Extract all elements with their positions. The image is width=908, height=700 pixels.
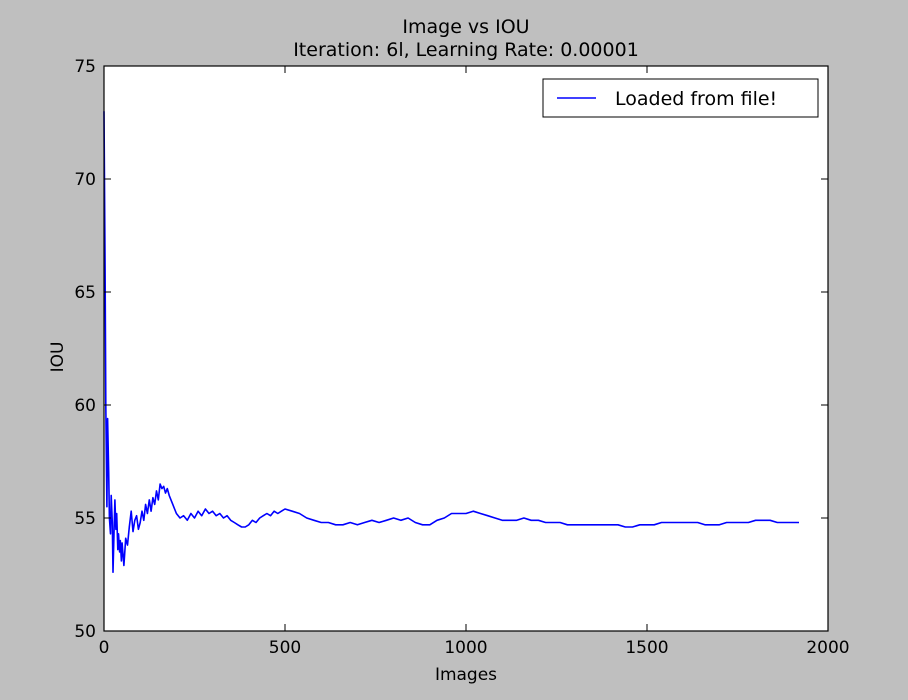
y-axis-label: IOU [48, 342, 68, 373]
x-tick-label: 1000 [444, 638, 487, 658]
y-tick-label: 55 [74, 509, 96, 529]
y-tick-label: 75 [74, 57, 96, 77]
chart-title: Image vs IOU [402, 16, 529, 38]
y-tick-label: 65 [74, 283, 96, 303]
y-tick-label: 60 [74, 396, 96, 416]
plot-area [104, 66, 828, 631]
ticks-layer: 0 500 1000 1500 2000 50 55 60 65 70 75 [74, 57, 849, 658]
legend: Loaded from file! [542, 78, 819, 118]
legend-entry-label: Loaded from file! [615, 88, 777, 110]
x-tick-label: 500 [269, 638, 301, 658]
x-tick-label: 2000 [806, 638, 849, 658]
x-tick-label: 0 [99, 638, 110, 658]
y-tick-label: 70 [74, 170, 96, 190]
x-tick-label: 1500 [625, 638, 668, 658]
y-tick-label: 50 [74, 622, 96, 642]
x-axis-label: Images [435, 665, 497, 685]
series-layer [103, 111, 799, 574]
series-line-0 [103, 111, 799, 574]
chart-subtitle: Iteration: 6l, Learning Rate: 0.00001 [293, 39, 639, 61]
